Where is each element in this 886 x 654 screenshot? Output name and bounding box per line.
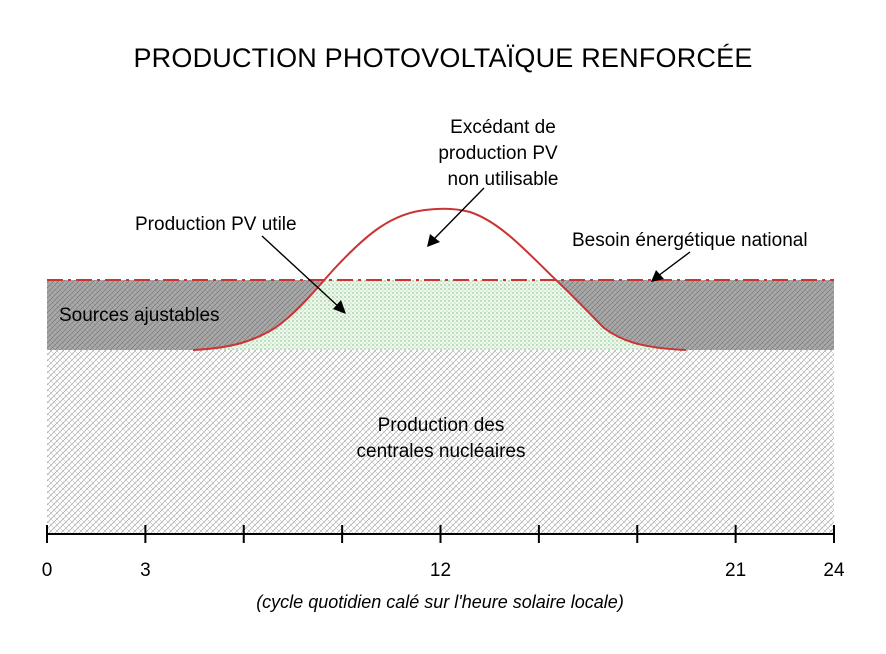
- axis-tick-label-3: 3: [140, 560, 151, 581]
- axis-caption: (cycle quotidien calé sur l'heure solair…: [256, 592, 624, 612]
- axis-tick-label-24: 24: [823, 560, 845, 581]
- label-nuclear-production: Production des centrales nucléaires: [357, 415, 526, 462]
- diagram-title: PRODUCTION PHOTOVOLTAÏQUE RENFORCÉE: [133, 43, 752, 73]
- axis-tick-label-0: 0: [42, 560, 53, 581]
- label-national-demand: Besoin énergétique national: [572, 230, 808, 251]
- label-useful-pv: Production PV utile: [135, 214, 297, 235]
- axis-tick-label-12: 12: [430, 560, 451, 581]
- arrow-useful-pv: [261, 235, 346, 314]
- label-nuclear-line-1: Production des: [378, 415, 505, 436]
- useful-pv-area: [193, 280, 686, 350]
- label-excess-line-1: Excédant de: [450, 117, 556, 138]
- label-nuclear-line-2: centrales nucléaires: [357, 441, 526, 462]
- label-excess-pv: Excédant de production PV non utilisable: [438, 117, 558, 190]
- axis-tick-label-21: 21: [725, 560, 746, 581]
- axis-tick-labels: 0 3 12 21 24: [42, 560, 845, 581]
- label-adjustable-sources: Sources ajustables: [59, 305, 220, 326]
- arrow-excess-pv: [427, 187, 485, 247]
- label-excess-line-2: production PV: [438, 143, 558, 164]
- axis-ticks: [46, 525, 835, 543]
- label-excess-line-3: non utilisable: [448, 169, 559, 190]
- pv-production-curve: [192, 207, 687, 351]
- nuclear-production-area: [47, 350, 834, 534]
- arrow-demand: [651, 251, 691, 282]
